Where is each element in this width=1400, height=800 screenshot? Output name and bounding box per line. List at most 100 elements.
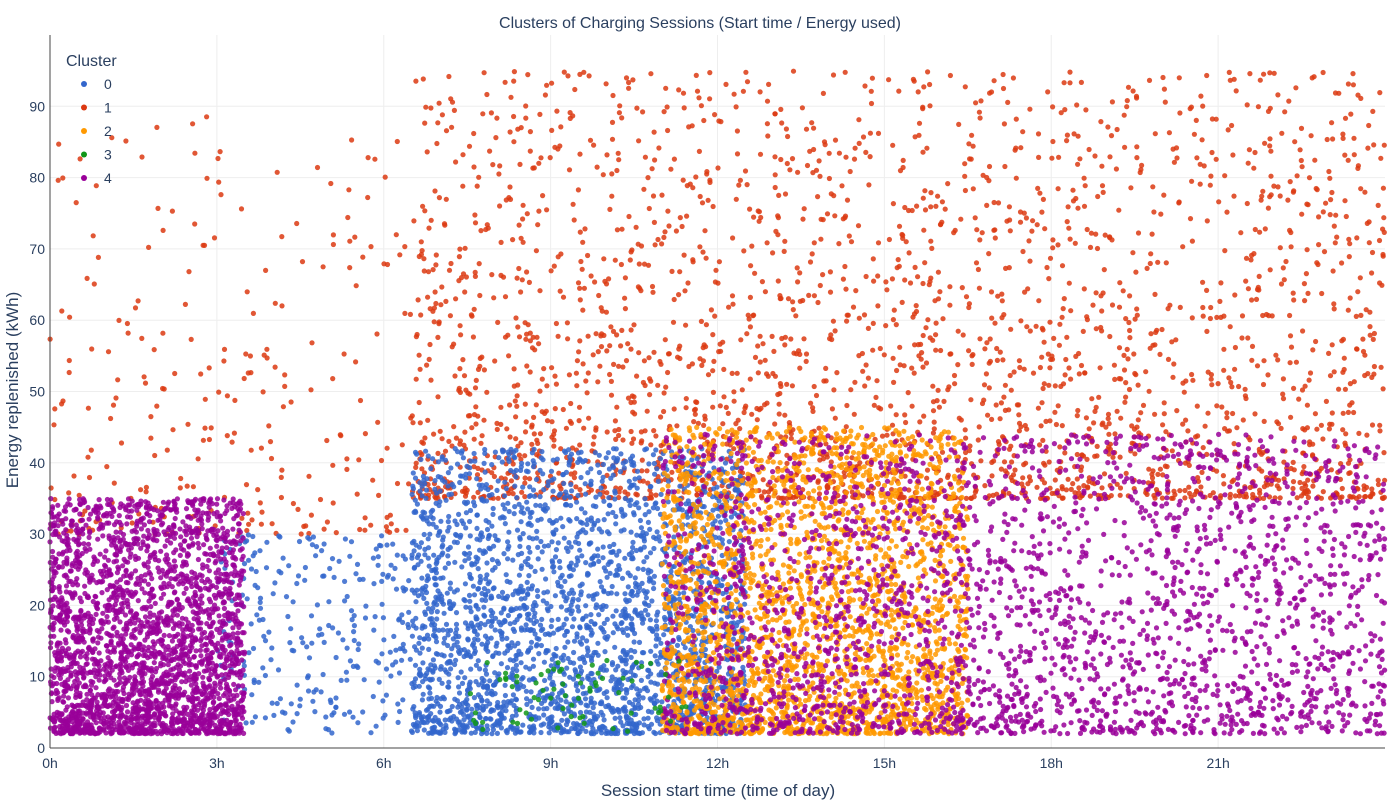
scatter-point <box>588 487 595 493</box>
scatter-point <box>636 261 642 267</box>
scatter-point <box>1290 485 1296 492</box>
scatter-point <box>627 257 633 263</box>
scatter-point <box>1316 242 1322 248</box>
scatter-point <box>1288 465 1294 472</box>
scatter-point <box>734 370 740 376</box>
scatter-point <box>612 644 618 650</box>
scatter-point <box>472 458 478 464</box>
scatter-point <box>935 296 942 302</box>
scatter-point <box>1127 335 1133 341</box>
scatter-point <box>485 225 491 231</box>
scatter-point <box>909 403 915 409</box>
scatter-point <box>1291 297 1297 303</box>
scatter-point <box>308 512 314 518</box>
scatter-point <box>729 370 735 376</box>
scatter-point <box>779 120 785 126</box>
scatter-point <box>505 546 511 552</box>
scatter-point <box>1154 327 1160 333</box>
scatter-point <box>588 466 594 472</box>
scatter-point <box>402 310 408 316</box>
scatter-point <box>1282 109 1288 115</box>
scatter-point <box>772 421 778 427</box>
scatter-point <box>676 87 682 93</box>
scatter-point <box>1204 218 1210 224</box>
scatter-point <box>1381 215 1387 221</box>
scatter-point <box>489 470 495 476</box>
scatter-point <box>1360 348 1367 355</box>
scatter-point <box>464 463 470 469</box>
scatter-point <box>1081 483 1087 489</box>
scatter-point <box>448 652 454 658</box>
scatter-point <box>571 616 577 622</box>
scatter-point <box>1059 314 1065 320</box>
scatter-point <box>503 572 509 578</box>
scatter-point <box>1050 245 1056 251</box>
scatter-point <box>453 296 459 302</box>
scatter-point <box>471 494 477 500</box>
scatter-point <box>1232 344 1238 351</box>
scatter-point <box>1364 432 1370 438</box>
scatter-point <box>717 519 724 525</box>
scatter-point <box>1121 112 1127 118</box>
scatter-point <box>699 477 705 484</box>
scatter-point <box>1329 410 1335 416</box>
scatter-point <box>632 607 639 613</box>
scatter-point <box>1297 147 1303 153</box>
scatter-point <box>816 491 823 497</box>
scatter-point <box>1214 403 1220 409</box>
scatter-point <box>221 346 228 352</box>
scatter-point <box>202 396 208 402</box>
scatter-point <box>956 121 962 127</box>
scatter-point <box>407 311 413 317</box>
scatter-point <box>630 701 636 707</box>
scatter-point <box>757 89 763 95</box>
scatter-point <box>1209 116 1215 122</box>
scatter-point <box>314 164 321 171</box>
scatter-point <box>420 691 426 697</box>
scatter-point <box>1152 411 1158 417</box>
scatter-point <box>1180 421 1186 427</box>
scatter-point <box>676 634 682 641</box>
scatter-point <box>589 526 595 533</box>
scatter-point <box>793 313 799 319</box>
scatter-point <box>330 232 336 238</box>
scatter-point <box>604 472 610 478</box>
series-0-points <box>215 446 748 737</box>
scatter-point <box>471 164 477 170</box>
scatter-point <box>894 367 900 374</box>
scatter-point <box>1146 466 1152 472</box>
scatter-point <box>550 630 557 636</box>
scatter-point <box>817 173 823 179</box>
scatter-point <box>588 627 594 633</box>
scatter-point <box>533 502 539 508</box>
scatter-point <box>507 184 513 190</box>
scatter-point <box>410 420 416 426</box>
scatter-point <box>609 674 615 680</box>
scatter-point <box>777 296 783 302</box>
scatter-point <box>421 256 427 262</box>
scatter-point <box>457 366 463 372</box>
scatter-point <box>1258 197 1264 203</box>
scatter-point <box>1084 226 1090 233</box>
scatter-point <box>514 617 520 623</box>
scatter-point <box>626 79 632 86</box>
scatter-point <box>409 555 415 561</box>
scatter-point <box>597 579 603 585</box>
scatter-point <box>560 524 566 530</box>
scatter-point <box>639 468 645 474</box>
scatter-point <box>1073 195 1079 202</box>
scatter-point <box>1312 157 1318 163</box>
scatter-point <box>638 288 644 294</box>
scatter-point <box>999 298 1005 304</box>
scatter-point <box>154 403 160 409</box>
scatter-point <box>1174 155 1180 161</box>
scatter-point <box>484 572 490 578</box>
scatter-point <box>1063 487 1069 493</box>
scatter-point <box>1159 495 1165 501</box>
scatter-point <box>448 465 454 471</box>
scatter-point <box>522 595 528 601</box>
scatter-point <box>1056 342 1062 348</box>
scatter-point <box>766 81 772 87</box>
scatter-point <box>649 166 655 172</box>
scatter-point <box>544 383 550 389</box>
